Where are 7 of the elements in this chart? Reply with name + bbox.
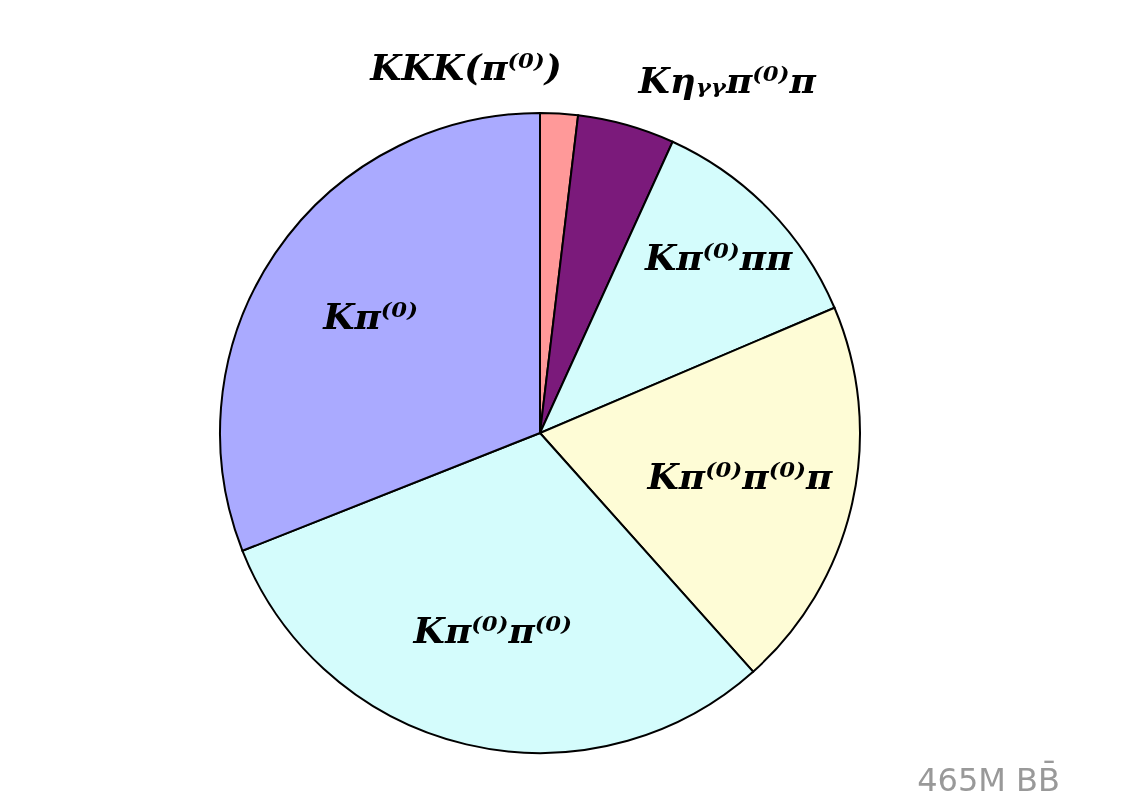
slice-label: Kπ⁽⁰⁾π⁽⁰⁾ [412, 609, 573, 652]
slice-label: Kπ⁽⁰⁾ [322, 294, 419, 337]
slice-label: KKK(π⁽⁰⁾) [369, 45, 562, 88]
slice-label: Kηᵧᵧπ⁽⁰⁾π [637, 58, 817, 101]
slice-label: Kπ⁽⁰⁾ππ [643, 235, 794, 278]
text: 465M BB̄ [917, 760, 1060, 799]
slice-label: Kπ⁽⁰⁾π⁽⁰⁾π [646, 454, 833, 497]
